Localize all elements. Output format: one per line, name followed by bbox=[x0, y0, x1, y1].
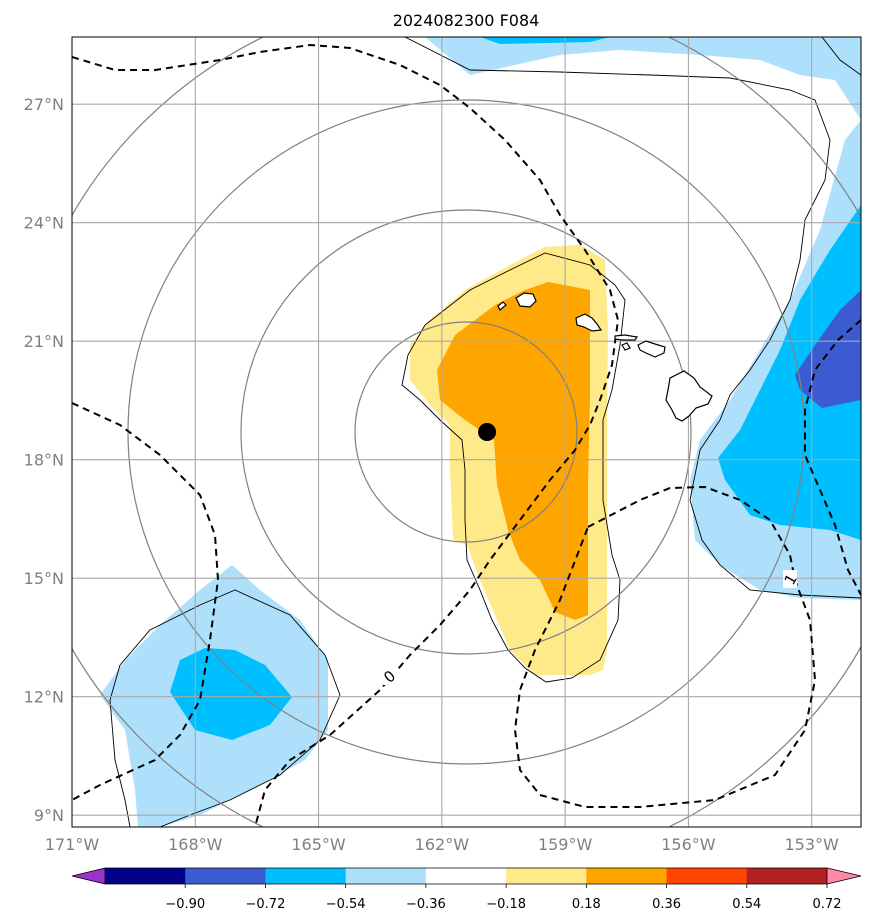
thin-contour-northeast bbox=[821, 37, 861, 76]
shade-orange-central bbox=[437, 282, 590, 620]
map-title: 2024082300 F084 bbox=[393, 11, 540, 30]
colorbar-segment bbox=[265, 868, 347, 884]
lat-tick-label: 24°N bbox=[24, 214, 64, 233]
lon-tick-label: 159°W bbox=[538, 835, 593, 854]
lon-tick-label: 165°W bbox=[291, 835, 346, 854]
colorbar-extend-high bbox=[826, 867, 862, 885]
colorbar-segment bbox=[425, 868, 507, 884]
lat-tick-label: 9°N bbox=[34, 806, 64, 825]
island-kauai bbox=[515, 292, 537, 308]
lon-tick-label: 156°W bbox=[661, 835, 716, 854]
contour-label-zero-bg bbox=[382, 667, 396, 685]
shade-blue-north bbox=[480, 37, 610, 44]
thin-contour-north bbox=[404, 37, 861, 599]
storm-center-marker bbox=[478, 423, 497, 441]
colorbar-segment bbox=[185, 868, 266, 884]
longitude-tick-labels: 171°W 168°W 165°W 162°W 159°W 156°W 153°W bbox=[45, 835, 839, 854]
contour-labels: 0 1 bbox=[380, 570, 801, 687]
colorbar-tick-label: 0.36 bbox=[652, 897, 681, 912]
map-plot-area: 0 1 bbox=[72, 37, 861, 827]
thin-contour-southwest bbox=[119, 589, 341, 827]
distance-ring-1 bbox=[354, 321, 578, 543]
lat-tick-label: 27°N bbox=[24, 95, 64, 114]
lon-tick-label: 168°W bbox=[168, 835, 223, 854]
colorbar-tick-label: −0.90 bbox=[165, 897, 205, 912]
lat-tick-label: 18°N bbox=[24, 451, 64, 470]
colorbar-extend-low bbox=[71, 867, 106, 885]
colorbar-segment bbox=[586, 868, 668, 884]
island-molokai bbox=[614, 334, 639, 341]
lat-tick-label: 15°N bbox=[24, 569, 64, 588]
island-oahu bbox=[575, 313, 603, 332]
colorbar-tick-label: −0.54 bbox=[326, 897, 366, 912]
colorbar-segment bbox=[105, 868, 186, 884]
dashed-contours bbox=[72, 43, 861, 827]
thin-contours bbox=[109, 37, 861, 827]
lon-tick-label: 171°W bbox=[45, 835, 100, 854]
distance-ring-2 bbox=[240, 209, 692, 655]
colorbar-tick-label: −0.36 bbox=[406, 897, 446, 912]
grid-lines bbox=[72, 37, 861, 827]
lon-tick-label: 162°W bbox=[415, 835, 470, 854]
island-maui bbox=[637, 340, 666, 358]
shade-blue-southwest bbox=[170, 648, 292, 740]
island-niihau bbox=[497, 301, 507, 311]
island-hawaii bbox=[665, 370, 713, 422]
lon-tick-label: 153°W bbox=[785, 835, 840, 854]
thin-contour-central bbox=[401, 252, 626, 683]
dashed-contour-zero-main bbox=[72, 43, 620, 827]
dashed-contour-west bbox=[72, 402, 220, 801]
dashed-contour-southeast bbox=[513, 485, 817, 808]
shade-light-blue-north bbox=[425, 37, 861, 120]
contour-label-one-bg bbox=[783, 570, 797, 588]
map-frame bbox=[71, 36, 862, 828]
hawaiian-islands bbox=[497, 292, 713, 422]
colorbar-tick-label: −0.18 bbox=[486, 897, 526, 912]
colorbar-tick-label: 0.18 bbox=[572, 897, 601, 912]
shade-blue-east bbox=[718, 205, 861, 540]
lat-tick-label: 21°N bbox=[24, 332, 64, 351]
island-lanai bbox=[621, 342, 631, 351]
colorbar-segment bbox=[345, 868, 427, 884]
colorbar-tick-label: 0.72 bbox=[813, 897, 842, 912]
colorbar-segment bbox=[506, 868, 587, 884]
colorbar-segment bbox=[746, 868, 828, 884]
thin-contour-southwest-b bbox=[109, 664, 131, 827]
latitude-tick-labels: 9°N 12°N 15°N 18°N 21°N 24°N 27°N bbox=[24, 95, 64, 825]
colorbar-segment bbox=[666, 868, 748, 884]
lat-tick-label: 12°N bbox=[24, 688, 64, 707]
colorbar-tick-label: 0.54 bbox=[732, 897, 761, 912]
colorbar: −0.90 −0.72 −0.54 −0.36 −0.18 0.18 0.36 0.54 0.7… bbox=[71, 867, 862, 912]
colorbar-tick-label: −0.72 bbox=[246, 897, 286, 912]
